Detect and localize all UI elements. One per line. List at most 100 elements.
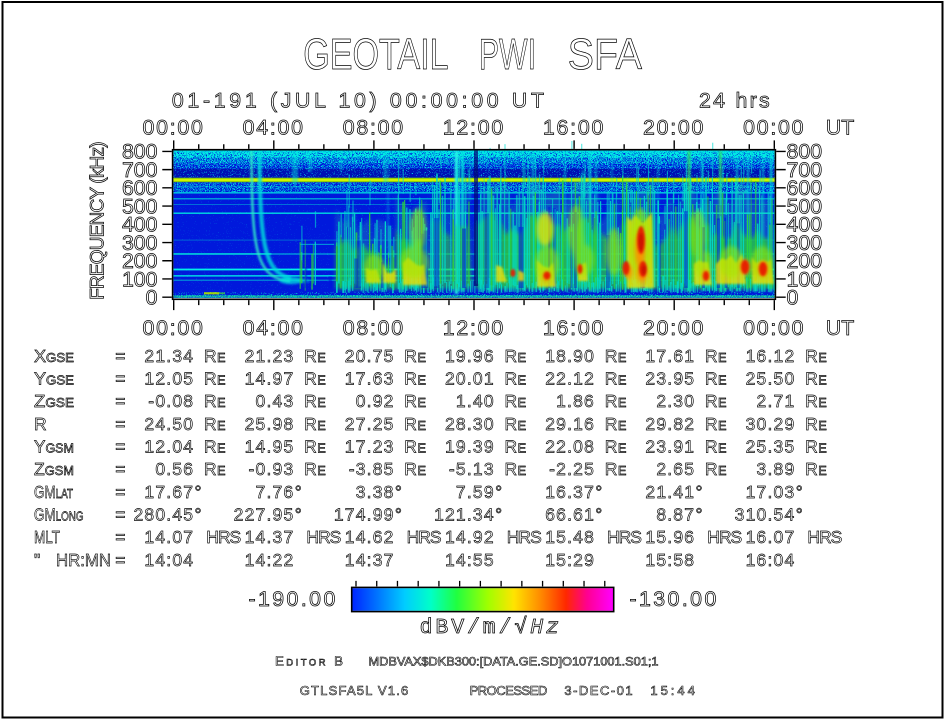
svg-text:16:00: 16:00	[543, 116, 604, 140]
svg-text:SFA: SFA	[568, 31, 642, 79]
svg-text:100: 100	[122, 267, 158, 291]
svg-text:0.43: 0.43	[256, 391, 295, 411]
svg-text:HR:MN: HR:MN	[56, 550, 111, 570]
svg-text:RE: RE	[204, 436, 226, 456]
svg-text:19.39: 19.39	[445, 436, 495, 456]
svg-text:3-DEC-01: 3-DEC-01	[564, 683, 634, 698]
svg-text:=: =	[115, 414, 125, 434]
svg-text:RE: RE	[204, 459, 226, 479]
svg-text:°: °	[796, 504, 803, 524]
svg-text:14.37: 14.37	[245, 527, 295, 547]
svg-text:-190.00: -190.00	[249, 587, 336, 611]
svg-text:14.07: 14.07	[144, 527, 194, 547]
svg-text:-0.93: -0.93	[249, 459, 295, 479]
svg-text:100: 100	[787, 267, 823, 291]
svg-text:RE: RE	[404, 436, 426, 456]
svg-text:°: °	[495, 504, 502, 524]
svg-text:RE: RE	[805, 459, 827, 479]
svg-text:200: 200	[122, 249, 158, 273]
svg-text:500: 500	[787, 194, 823, 218]
svg-text:HRS: HRS	[206, 527, 240, 547]
svg-text:ZGSM: ZGSM	[34, 459, 74, 479]
svg-text:°: °	[696, 504, 703, 524]
svg-text:MDBVAX$DKB300:[DATA.GE.SD]O107: MDBVAX$DKB300:[DATA.GE.SD]O1071001.S01;1	[369, 655, 659, 669]
svg-text:3.38: 3.38	[356, 482, 395, 502]
svg-text:FREQUENCY (kHz): FREQUENCY (kHz)	[88, 142, 109, 300]
svg-text:RE: RE	[304, 414, 326, 434]
svg-text:RE: RE	[404, 368, 426, 388]
svg-text:14.62: 14.62	[345, 527, 395, 547]
svg-text:RE: RE	[505, 391, 527, 411]
svg-text:0.92: 0.92	[356, 391, 395, 411]
svg-text:RE: RE	[605, 414, 627, 434]
svg-text:14:37: 14:37	[345, 550, 395, 570]
svg-text:°: °	[295, 482, 302, 502]
svg-text:°: °	[696, 482, 703, 502]
svg-text:°: °	[796, 482, 803, 502]
svg-text:RE: RE	[705, 459, 727, 479]
svg-text:17.61: 17.61	[645, 346, 695, 366]
svg-text:RE: RE	[304, 346, 326, 366]
svg-text:=: =	[115, 391, 125, 411]
svg-text:7.59: 7.59	[456, 482, 495, 502]
svg-text:16.07: 16.07	[746, 527, 796, 547]
svg-text:310.54: 310.54	[735, 504, 796, 524]
svg-text:°: °	[495, 482, 502, 502]
svg-text:RE: RE	[204, 391, 226, 411]
svg-text:RE: RE	[304, 459, 326, 479]
svg-text:7.76: 7.76	[256, 482, 295, 502]
svg-text:14:22: 14:22	[245, 550, 295, 570]
svg-text:66.61: 66.61	[545, 504, 595, 524]
svg-text:00:00: 00:00	[743, 116, 804, 140]
svg-text:19.96: 19.96	[445, 346, 495, 366]
svg-text:400: 400	[122, 213, 158, 237]
svg-text:25.50: 25.50	[746, 368, 796, 388]
svg-text:-130.00: -130.00	[630, 587, 717, 611]
svg-text:20:00: 20:00	[643, 316, 704, 340]
svg-text:600: 600	[122, 176, 158, 200]
svg-text:RE: RE	[605, 346, 627, 366]
svg-text:27.25: 27.25	[345, 414, 395, 434]
svg-text:17.63: 17.63	[345, 368, 395, 388]
svg-text:800: 800	[122, 140, 158, 164]
svg-text:800: 800	[787, 140, 823, 164]
svg-text:RE: RE	[505, 368, 527, 388]
svg-text:-3.85: -3.85	[349, 459, 395, 479]
svg-text:GMLONG: GMLONG	[34, 504, 84, 524]
svg-text:16:00: 16:00	[543, 316, 604, 340]
svg-text:-5.13: -5.13	[449, 459, 495, 479]
svg-text:17.67: 17.67	[144, 482, 194, 502]
svg-text:RE: RE	[805, 391, 827, 411]
svg-text:=: =	[115, 346, 125, 366]
svg-text:°: °	[595, 482, 602, 502]
svg-text:dBV/m/√Hz: dBV/m/√Hz	[420, 616, 562, 640]
svg-text:12:00: 12:00	[443, 116, 504, 140]
svg-text:°: °	[195, 504, 202, 524]
svg-text:RE: RE	[605, 459, 627, 479]
svg-text:23.95: 23.95	[645, 368, 695, 388]
svg-text:29.16: 29.16	[545, 414, 595, 434]
svg-text:20:00: 20:00	[643, 116, 704, 140]
svg-text:YGSM: YGSM	[34, 436, 74, 456]
svg-text:RE: RE	[505, 459, 527, 479]
svg-text:RE: RE	[705, 391, 727, 411]
svg-text:700: 700	[787, 158, 823, 182]
svg-text:15:58: 15:58	[645, 550, 695, 570]
svg-text:300: 300	[122, 231, 158, 255]
svg-text:21.34: 21.34	[144, 346, 194, 366]
svg-text:00:00: 00:00	[143, 116, 204, 140]
svg-text:RE: RE	[705, 346, 727, 366]
svg-text:700: 700	[122, 158, 158, 182]
svg-text:08:00: 08:00	[343, 316, 404, 340]
svg-text:227.95: 227.95	[234, 504, 295, 524]
svg-text:°: °	[295, 504, 302, 524]
svg-text:8.87: 8.87	[656, 504, 695, 524]
svg-text:UT: UT	[826, 116, 854, 140]
svg-text:-0.08: -0.08	[148, 391, 194, 411]
svg-text:RE: RE	[705, 414, 727, 434]
svg-text:14.92: 14.92	[445, 527, 495, 547]
svg-text:04:00: 04:00	[243, 316, 304, 340]
svg-text:04:00: 04:00	[243, 116, 304, 140]
svg-text:21.41: 21.41	[645, 482, 695, 502]
